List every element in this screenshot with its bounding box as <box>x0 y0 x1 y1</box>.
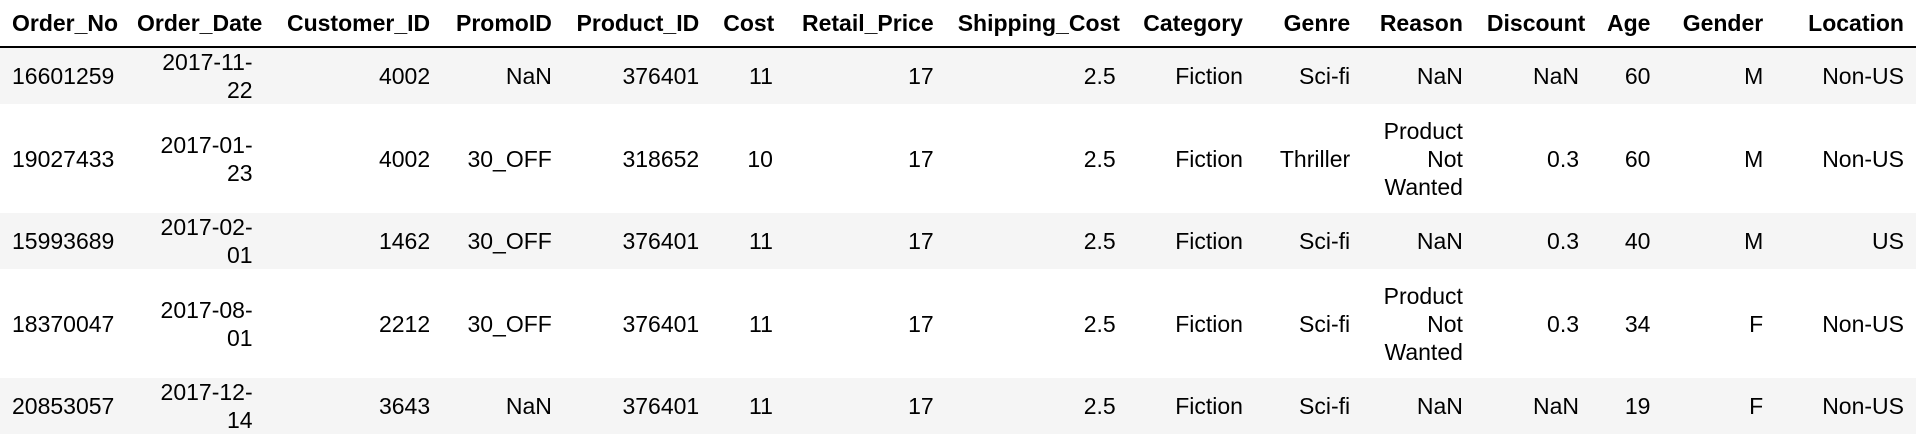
cell-order-date: 2017-08-01 <box>160 296 253 351</box>
cell-order-no: 15993689 <box>0 213 126 269</box>
cell-retail-price: 17 <box>784 47 946 104</box>
cell-age: 60 <box>1624 145 1651 172</box>
cell-order-no: 16601259 <box>0 47 126 104</box>
table-row: 19027433 2017-01-23 4002 30_OFF 318652 1… <box>0 104 1916 213</box>
cell-gender: F <box>1749 310 1764 337</box>
cell-order-no: 20853057 <box>0 378 126 434</box>
column-header-customer-id: Customer_ID <box>264 0 443 48</box>
cell-shipping-cost: 2.5 <box>945 378 1128 434</box>
cell-order-date: 2017-01-23 <box>160 131 253 186</box>
cell-reason: NaN <box>1362 47 1475 104</box>
cell-product-id: 318652 <box>622 145 700 172</box>
cell-reason: Product Not Wanted <box>1383 117 1463 200</box>
cell-retail-price: 17 <box>908 145 934 172</box>
cell-genre: Sci-fi <box>1299 310 1351 337</box>
column-header-promo-id: PromoID <box>442 0 564 48</box>
cell-category: Fiction <box>1127 378 1255 434</box>
column-header-product-id: Product_ID <box>563 0 712 48</box>
cell-discount: 0.3 <box>1547 310 1580 337</box>
cell-gender: M <box>1662 213 1776 269</box>
cell-reason: NaN <box>1362 213 1475 269</box>
cell-promo-id: 30_OFF <box>467 145 552 172</box>
table-row: 18370047 2017-08-01 2212 30_OFF 376401 1… <box>0 269 1916 378</box>
cell-age: 40 <box>1591 213 1663 269</box>
cell-category: Fiction <box>1175 145 1243 172</box>
cell-shipping-cost: 2.5 <box>945 213 1128 269</box>
cell-customer-id: 3643 <box>264 378 443 434</box>
cell-retail-price: 17 <box>784 213 946 269</box>
table-row: 15993689 2017-02-01 1462 30_OFF 376401 1… <box>0 213 1916 269</box>
cell-order-date: 2017-02-01 <box>125 213 265 269</box>
cell-customer-id: 1462 <box>264 213 443 269</box>
cell-location: Non-US <box>1822 145 1904 172</box>
cell-discount: 0.3 <box>1547 145 1580 172</box>
column-header-reason: Reason <box>1362 0 1475 48</box>
cell-cost: 11 <box>711 213 785 269</box>
column-header-retail-price: Retail_Price <box>784 0 946 48</box>
cell-discount: NaN <box>1474 378 1592 434</box>
cell-gender: M <box>1662 47 1776 104</box>
cell-order-no: 18370047 <box>12 310 115 337</box>
column-header-order-no: Order_No <box>0 0 126 48</box>
cell-location: Non-US <box>1775 47 1916 104</box>
cell-reason: Product Not Wanted <box>1383 282 1463 365</box>
cell-gender: F <box>1662 378 1776 434</box>
column-header-discount: Discount <box>1474 0 1592 48</box>
cell-shipping-cost: 2.5 <box>1083 310 1116 337</box>
table-row: 20853057 2017-12-14 3643 NaN 376401 11 1… <box>0 378 1916 434</box>
cell-customer-id: 2212 <box>378 310 431 337</box>
cell-order-no: 19027433 <box>12 145 115 172</box>
column-header-category: Category <box>1127 0 1255 48</box>
cell-retail-price: 17 <box>908 310 934 337</box>
cell-genre: Sci-fi <box>1254 378 1363 434</box>
cell-gender: M <box>1744 145 1764 172</box>
cell-promo-id: 30_OFF <box>467 310 552 337</box>
cell-cost: 10 <box>747 145 773 172</box>
cell-genre: Sci-fi <box>1254 213 1363 269</box>
cell-location: US <box>1775 213 1916 269</box>
cell-age: 34 <box>1624 310 1651 337</box>
column-header-order-date: Order_Date <box>125 0 265 48</box>
cell-promo-id: 30_OFF <box>442 213 564 269</box>
cell-discount: NaN <box>1474 47 1592 104</box>
cell-genre: Thriller <box>1279 145 1351 172</box>
header-row: Order_No Order_Date Customer_ID PromoID … <box>0 0 1916 48</box>
cell-promo-id: NaN <box>442 378 564 434</box>
cell-customer-id: 4002 <box>264 47 443 104</box>
column-header-shipping-cost: Shipping_Cost <box>945 0 1128 48</box>
cell-promo-id: NaN <box>442 47 564 104</box>
cell-cost: 11 <box>711 378 785 434</box>
cell-location: Non-US <box>1822 310 1904 337</box>
cell-order-date: 2017-12-14 <box>125 378 265 434</box>
cell-product-id: 376401 <box>563 378 712 434</box>
column-header-genre: Genre <box>1254 0 1363 48</box>
cell-customer-id: 4002 <box>378 145 431 172</box>
column-header-location: Location <box>1775 0 1916 48</box>
cell-category: Fiction <box>1127 47 1255 104</box>
cell-reason: NaN <box>1362 378 1475 434</box>
cell-retail-price: 17 <box>784 378 946 434</box>
column-header-gender: Gender <box>1662 0 1776 48</box>
cell-discount: 0.3 <box>1474 213 1592 269</box>
cell-product-id: 376401 <box>563 213 712 269</box>
cell-genre: Sci-fi <box>1254 47 1363 104</box>
cell-cost: 11 <box>749 310 773 337</box>
cell-cost: 11 <box>711 47 785 104</box>
cell-shipping-cost: 2.5 <box>945 47 1128 104</box>
cell-product-id: 376401 <box>622 310 700 337</box>
cell-product-id: 376401 <box>563 47 712 104</box>
cell-shipping-cost: 2.5 <box>1083 145 1116 172</box>
cell-age: 60 <box>1591 47 1663 104</box>
cell-age: 19 <box>1591 378 1663 434</box>
cell-location: Non-US <box>1775 378 1916 434</box>
cell-category: Fiction <box>1127 213 1255 269</box>
column-header-age: Age <box>1591 0 1663 48</box>
cell-order-date: 2017-11-22 <box>125 47 265 104</box>
column-header-cost: Cost <box>711 0 785 48</box>
table-row: 16601259 2017-11-22 4002 NaN 376401 11 1… <box>0 47 1916 104</box>
cell-category: Fiction <box>1175 310 1243 337</box>
